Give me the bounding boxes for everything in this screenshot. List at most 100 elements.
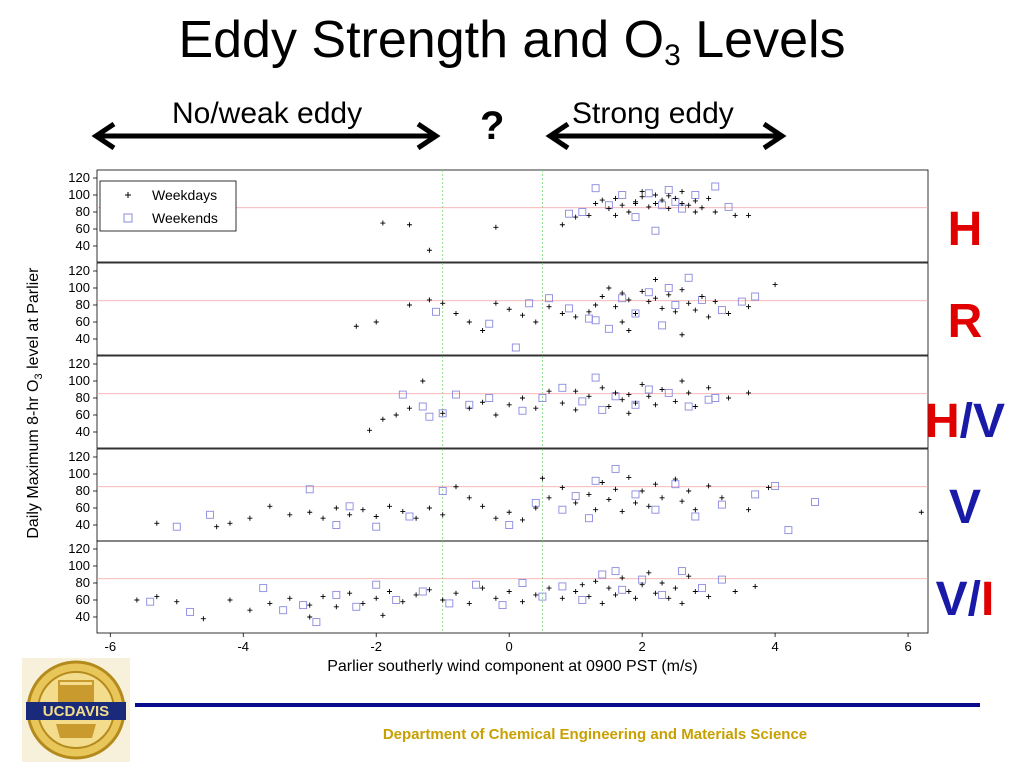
weekday-point: [706, 314, 712, 320]
weekend-point: [565, 209, 573, 218]
x-tick-label: -2: [370, 639, 382, 654]
weekday-point: [679, 498, 685, 504]
weekend-point: [498, 601, 507, 610]
weekday-point: [227, 597, 233, 603]
weekday-point: [613, 390, 619, 396]
weekday-point: [666, 206, 672, 212]
y-tick-label: 60: [76, 221, 90, 236]
weekday-point: [380, 416, 386, 422]
legend-box: [99, 180, 237, 232]
weekend-point: [558, 582, 567, 591]
weekday-point: [726, 311, 732, 316]
weekday-point: [632, 500, 638, 506]
weekday-point: [546, 495, 552, 501]
weekday-point: [639, 189, 645, 195]
weekday-point: [706, 483, 712, 489]
y-tick-label: 120: [68, 449, 90, 464]
weekday-point: [692, 507, 698, 513]
weekend-point: [485, 319, 494, 328]
x-tick-label: 6: [904, 639, 911, 654]
weekend-point: [724, 202, 733, 211]
weekend-point: [691, 512, 700, 521]
weekend-point: [598, 405, 607, 414]
weekday-point: [646, 204, 652, 210]
weekday-point: [440, 597, 446, 603]
weekday-point: [506, 402, 512, 408]
weekend-point: [538, 394, 547, 402]
weekend-point: [518, 579, 527, 587]
weekday-point: [672, 309, 678, 315]
weekend-point: [186, 607, 195, 616]
y-tick-label: 60: [76, 407, 90, 422]
weekday-point: [606, 285, 612, 291]
weekday-point: [606, 585, 612, 591]
y-tick-label: 60: [76, 592, 90, 607]
weekday-point: [320, 594, 326, 600]
weekday-point: [639, 488, 645, 494]
weekday-point: [706, 594, 712, 600]
weekday-point: [772, 282, 778, 288]
weekend-point: [684, 402, 693, 411]
weekday-point: [679, 332, 685, 338]
weekday-point: [333, 505, 339, 511]
weekend-point: [784, 526, 793, 535]
svg-text:UCDAVIS: UCDAVIS: [43, 703, 109, 720]
weekday-point: [626, 410, 632, 416]
question-mark: ?: [480, 104, 505, 148]
side-label-v: V: [948, 481, 981, 534]
weekday-point: [746, 212, 752, 218]
weekend-point: [585, 514, 593, 523]
weekend-point: [392, 596, 401, 604]
y-tick-label: 100: [68, 466, 90, 481]
weekday-point: [387, 503, 393, 509]
weekend-point: [611, 567, 620, 576]
y-tick-label: 60: [76, 314, 90, 329]
weekday-point: [639, 582, 645, 588]
weekend-point: [299, 601, 308, 610]
weekday-point: [599, 294, 605, 299]
weekend-point: [172, 522, 181, 531]
y-tick-label: 40: [76, 517, 90, 532]
weekend-point: [611, 464, 620, 473]
weekday-point: [426, 505, 432, 511]
weekday-point: [134, 597, 140, 603]
weekday-point: [493, 515, 499, 521]
weekday-point: [646, 503, 652, 509]
weekend-point: [146, 597, 155, 606]
weekday-point: [380, 612, 386, 618]
weekday-point: [586, 393, 592, 399]
weekday-point: [267, 503, 273, 509]
y-tick-label: 100: [68, 373, 90, 388]
weekday-point: [646, 393, 652, 399]
weekday-point: [247, 515, 253, 521]
weekday-point: [706, 385, 712, 391]
weekday-point: [652, 295, 658, 301]
weekday-point: [466, 495, 472, 501]
weekend-point: [372, 580, 381, 589]
weekday-point: [347, 590, 353, 596]
x-axis-label: Parlier southerly wind component at 0900…: [327, 658, 698, 675]
weekday-point: [732, 212, 738, 218]
weekday-point: [539, 475, 545, 481]
weekday-point: [573, 314, 579, 320]
y-tick-label: 100: [68, 187, 90, 202]
panel-frame: [96, 355, 929, 449]
weekend-point: [751, 292, 760, 301]
weekend-point: [305, 485, 314, 494]
weekday-point: [559, 311, 565, 316]
weekday-point: [599, 385, 605, 391]
weekday-point: [652, 201, 658, 206]
weekday-point: [533, 592, 539, 598]
weekday-point: [174, 599, 180, 605]
weekday-point: [679, 600, 685, 606]
weekday-point: [480, 399, 486, 405]
left-double-arrow: [91, 122, 441, 150]
weekday-point: [652, 402, 658, 408]
weekday-point: [712, 209, 718, 215]
y-tick-label: 100: [68, 280, 90, 295]
weekend-point: [259, 584, 268, 593]
weekday-point: [632, 595, 638, 601]
weekend-point: [644, 189, 653, 198]
weekday-point: [573, 407, 579, 413]
weekday-point: [593, 201, 599, 206]
